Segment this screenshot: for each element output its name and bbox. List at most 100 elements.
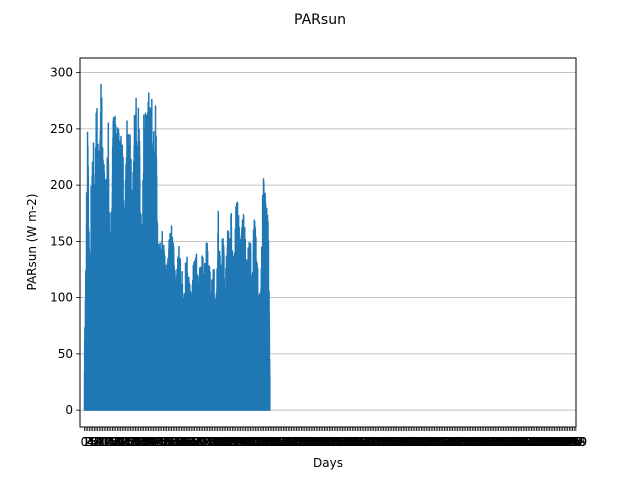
x-tick-label: 120 [270,435,293,449]
x-tick-label: 197 [397,435,420,449]
x-tick-label: 23 [115,435,130,449]
y-tick-label: 300 [50,66,73,80]
x-tick-label: 224 [441,435,464,449]
x-tick-label: 136 [297,435,320,449]
x-tick-label: 127 [282,435,305,449]
x-tick-label: 36 [136,435,151,449]
x-tick-label: 212 [421,435,444,449]
x-tick-label: 26 [120,435,135,449]
x-tick-label: 8 [94,435,102,449]
x-tick-label: 88 [221,435,236,449]
x-tick-label: 223 [440,435,463,449]
x-tick-label: 214 [425,435,448,449]
x-tick-label: 231 [453,435,476,449]
x-tick-label: 100 [237,435,260,449]
x-tick-label: 176 [362,435,385,449]
x-tick-label: 146 [313,435,336,449]
x-tick-label: 208 [415,435,438,449]
x-tick-label: 72 [195,435,210,449]
x-tick-label: 3 [86,435,94,449]
x-tick-label: 240 [467,435,490,449]
x-tick-label: 170 [352,435,375,449]
x-tick-label: 34 [133,435,148,449]
x-tick-label: 65 [184,435,199,449]
x-tick-label: 150 [320,435,343,449]
x-tick-label: 249 [482,435,505,449]
x-tick-label: 139 [301,435,324,449]
x-tick-label: 144 [310,435,333,449]
x-tick-label: 66 [185,435,200,449]
x-tick-label: 152 [323,435,346,449]
x-tick-label: 292 [553,435,576,449]
x-tick-label: 186 [379,435,402,449]
x-tick-label: 17 [105,435,120,449]
x-tick-label: 148 [316,435,339,449]
x-tick-label: 227 [446,435,469,449]
x-tick-label: 94 [231,435,246,449]
x-tick-label: 113 [259,435,282,449]
x-tick-label: 255 [492,435,515,449]
x-tick-label: 278 [530,435,553,449]
x-tick-label: 269 [515,435,538,449]
x-tick-label: 293 [555,435,578,449]
x-tick-label: 58 [172,435,187,449]
x-tick-label: 198 [398,435,421,449]
y-axis-ticks: 0 50 100 150 200 250 300 [50,66,80,417]
x-tick-label: 20 [110,435,125,449]
x-tick-label: 98 [238,435,253,449]
x-tick-label: 171 [354,435,377,449]
x-tick-label: 67 [187,435,202,449]
x-tick-label: 229 [449,435,472,449]
x-tick-label: 213 [423,435,446,449]
x-tick-label: 89 [223,435,238,449]
x-tick-label: 169 [351,435,374,449]
x-tick-label: 96 [235,435,250,449]
x-tick-label: 257 [495,435,518,449]
x-tick-label: 157 [331,435,354,449]
x-tick-label: 173 [357,435,380,449]
y-tick-label: 50 [58,347,73,361]
x-tick-label: 221 [436,435,459,449]
x-tick-label: 32 [129,435,144,449]
x-tick-label: 244 [474,435,497,449]
x-tick-label: 202 [405,435,428,449]
x-tick-label: 141 [305,435,328,449]
x-tick-label: 7 [92,435,100,449]
x-tick-label: 264 [507,435,530,449]
x-tick-label: 76 [202,435,217,449]
x-tick-label: 105 [246,435,269,449]
x-tick-label: 260 [500,435,523,449]
x-tick-label: 294 [556,435,579,449]
x-tick-label: 297 [561,435,584,449]
x-tick-label: 80 [208,435,223,449]
x-tick-label: 64 [182,435,197,449]
x-tick-label: 43 [148,435,163,449]
x-tick-label: 266 [510,435,533,449]
x-tick-label: 79 [207,435,222,449]
x-tick-label: 216 [428,435,451,449]
x-tick-label: 61 [177,435,192,449]
x-tick-label: 39 [141,435,156,449]
x-tick-label: 97 [236,435,251,449]
x-tick-label: 10 [93,435,108,449]
x-tick-label: 296 [559,435,582,449]
x-tick-label: 143 [308,435,331,449]
x-tick-label: 220 [435,435,458,449]
x-tick-label: 83 [213,435,228,449]
x-tick-label: 75 [200,435,215,449]
x-tick-label: 181 [370,435,393,449]
x-tick-label: 272 [520,435,543,449]
x-tick-label: 245 [476,435,499,449]
x-tick-label: 77 [203,435,218,449]
data-series [83,83,271,411]
x-tick-label: 1 [82,435,90,449]
x-tick-label: 70 [192,435,207,449]
x-tick-label: 6 [91,435,99,449]
x-tick-label: 9 [95,435,103,449]
x-tick-label: 85 [217,435,232,449]
x-tick-label: 142 [306,435,329,449]
x-tick-label: 265 [509,435,532,449]
x-tick-label: 161 [338,435,361,449]
x-tick-label: 33 [131,435,146,449]
x-tick-label: 271 [518,435,541,449]
